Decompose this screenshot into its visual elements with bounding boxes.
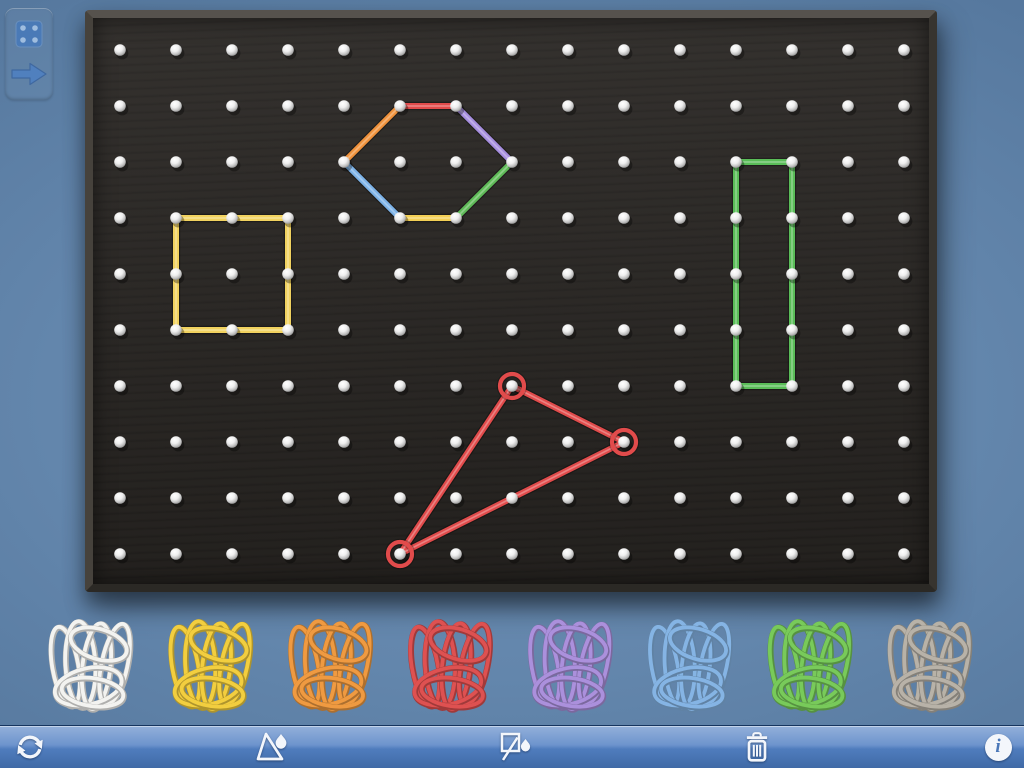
board-chooser-button[interactable] — [15, 20, 43, 48]
reset-button[interactable] — [7, 727, 53, 767]
band-droplet-icon — [491, 731, 537, 763]
band-pile-red[interactable] — [405, 619, 496, 713]
band-pile-orange[interactable] — [285, 619, 376, 713]
reset-icon — [7, 731, 53, 763]
band-pile-purple[interactable] — [525, 619, 616, 713]
board-controls-panel — [5, 8, 53, 100]
band-pile-yellow[interactable] — [165, 619, 256, 713]
info-glyph: i — [995, 735, 1001, 757]
info-icon: i — [984, 733, 1012, 761]
band-tray — [46, 619, 976, 713]
four-peg-board-icon — [15, 20, 43, 51]
band-pile-blue[interactable] — [645, 619, 736, 713]
band-pile-gray[interactable] — [885, 619, 976, 713]
delete-button[interactable] — [734, 727, 780, 767]
band-pile-green[interactable] — [765, 619, 856, 713]
info-button[interactable]: i — [975, 727, 1021, 767]
band-pile-white[interactable] — [46, 619, 137, 713]
band-color-button[interactable] — [491, 727, 537, 767]
next-board-button[interactable] — [9, 60, 49, 88]
select-color-button[interactable] — [249, 727, 295, 767]
geoboard[interactable] — [85, 10, 937, 592]
pointer-droplet-icon — [249, 731, 295, 763]
trash-icon — [734, 731, 780, 763]
bottom-toolbar: i — [0, 725, 1024, 768]
arrow-right-icon — [9, 62, 49, 91]
